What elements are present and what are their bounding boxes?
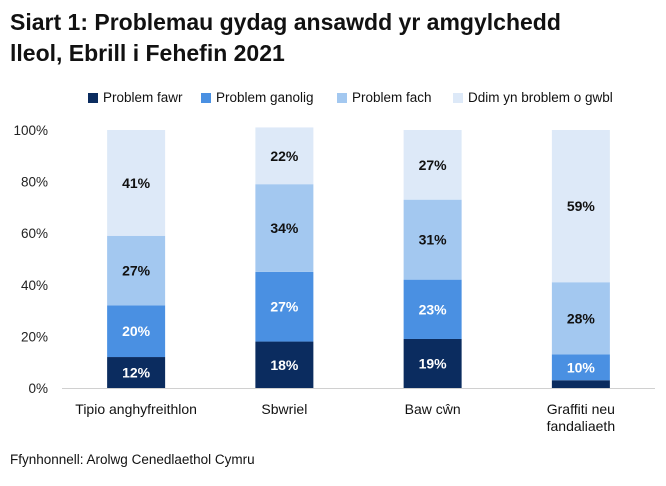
legend-item-problem-ganolig: Problem ganolig xyxy=(201,90,314,105)
data-label: 28% xyxy=(567,310,596,326)
legend-swatch xyxy=(88,92,98,103)
bar-segment xyxy=(255,341,314,388)
legend-swatch xyxy=(201,92,211,103)
bar-segment xyxy=(403,199,462,280)
data-label: 59% xyxy=(567,198,596,214)
chart-legend: Problem fawr Problem ganolig Problem fac… xyxy=(0,90,666,110)
bar-segment xyxy=(107,305,166,358)
y-tick-label: 80% xyxy=(21,175,48,190)
data-label: 23% xyxy=(419,301,448,317)
bar-segment xyxy=(551,282,610,355)
data-label: 27% xyxy=(270,299,299,315)
legend-label: Problem fach xyxy=(352,90,432,105)
bar-segment xyxy=(551,354,610,381)
bar-segment xyxy=(403,279,462,339)
legend-swatch xyxy=(453,92,463,103)
x-tick-label: fandaliaeth xyxy=(547,418,616,434)
bar-segment xyxy=(551,380,610,388)
data-label: 12% xyxy=(122,365,151,381)
data-label: 22% xyxy=(270,148,299,164)
data-label: 19% xyxy=(419,355,448,371)
chart-title: Siart 1: Problemau gydag ansawdd yr amgy… xyxy=(10,7,650,69)
legend-item-problem-fach: Problem fach xyxy=(337,90,432,105)
legend-label: Ddim yn broblem o gwbl xyxy=(468,90,613,105)
bar-segment xyxy=(403,130,462,200)
x-tick-label: Tipio anghyfreithlon xyxy=(75,401,197,417)
y-tick-label: 100% xyxy=(13,123,48,138)
bar-segment xyxy=(255,184,314,272)
legend-label: Problem fawr xyxy=(103,90,183,105)
x-tick-label: Sbwriel xyxy=(261,401,307,417)
y-tick-label: 40% xyxy=(21,278,48,293)
legend-item-ddim-yn-broblem: Ddim yn broblem o gwbl xyxy=(453,90,613,105)
data-label: 10% xyxy=(567,359,596,375)
bar-segment xyxy=(255,127,314,185)
legend-item-problem-fawr: Problem fawr xyxy=(88,90,183,105)
bar-segment xyxy=(551,130,610,283)
bar-segment xyxy=(107,130,166,236)
y-tick-label: 60% xyxy=(21,226,48,241)
x-tick-label: Graffiti neu xyxy=(547,401,615,417)
chart-title-line-1: Siart 1: Problemau gydag ansawdd yr amgy… xyxy=(10,9,561,35)
bar-segment xyxy=(107,235,166,306)
data-label: 20% xyxy=(122,323,151,339)
data-label: 18% xyxy=(270,357,299,373)
y-tick-label: 20% xyxy=(21,329,48,344)
y-tick-label: 0% xyxy=(28,381,48,396)
data-label: 31% xyxy=(419,232,448,248)
bar-segment xyxy=(403,338,462,388)
data-label: 27% xyxy=(419,157,448,173)
source-note: Ffynhonnell: Arolwg Cenedlaethol Cymru xyxy=(10,452,255,467)
data-label: 34% xyxy=(270,220,299,236)
legend-label: Problem ganolig xyxy=(216,90,314,105)
legend-swatch xyxy=(337,92,347,103)
data-label: 41% xyxy=(122,175,151,191)
bar-segment xyxy=(255,271,314,342)
x-tick-label: Baw cŵn xyxy=(405,401,461,417)
data-label: 27% xyxy=(122,263,151,279)
bar-segment xyxy=(107,357,166,388)
chart-title-line-2: lleol, Ebrill i Fehefin 2021 xyxy=(10,40,285,66)
